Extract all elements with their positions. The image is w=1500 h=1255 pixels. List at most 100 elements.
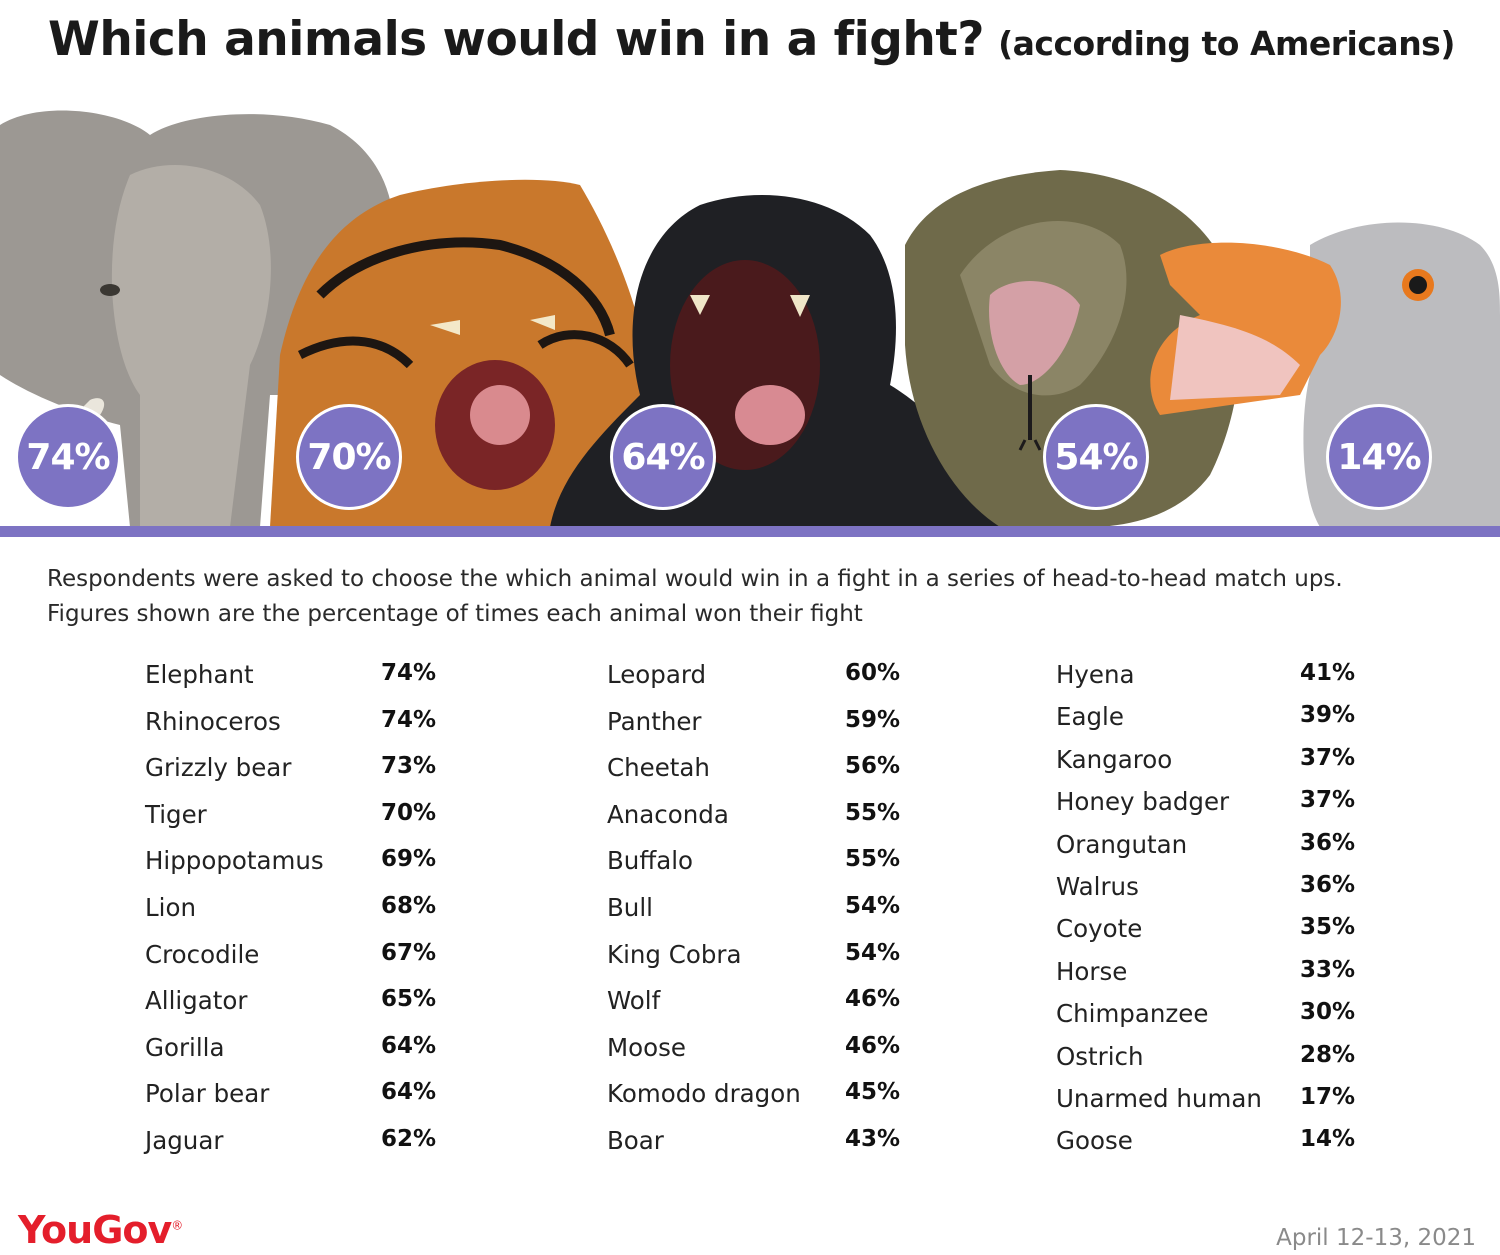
animal-name: Unarmed human [1056, 1084, 1262, 1113]
animal-name: Lion [145, 893, 196, 922]
result-row: Grizzly bear 73% [145, 753, 465, 787]
result-row: Honey badger 37% [1056, 787, 1376, 821]
animal-name: Eagle [1056, 702, 1124, 732]
animal-name: Rhinoceros [145, 706, 281, 736]
result-row: Lion 68% [145, 893, 465, 927]
win-percentage: 54% [845, 939, 901, 966]
result-row: Hippopotamus 69% [145, 846, 465, 880]
result-row: Cheetah 56% [607, 753, 927, 787]
animal-name: Hippopotamus [145, 846, 324, 876]
description-line-1: Respondents were asked to choose the whi… [47, 566, 1343, 592]
win-percentage: 67% [381, 939, 437, 966]
result-row: Eagle 39% [1056, 702, 1376, 736]
result-row: Komodo dragon 45% [607, 1079, 927, 1113]
result-row: Orangutan 36% [1056, 830, 1376, 864]
win-percentage: 56% [845, 753, 901, 780]
result-row: Moose 46% [607, 1033, 927, 1067]
win-percentage: 74% [381, 706, 437, 733]
animal-name: Panther [607, 706, 702, 736]
result-row: Wolf 46% [607, 986, 927, 1020]
yougov-logo: YouGov® [18, 1208, 183, 1252]
animal-name: Cheetah [607, 753, 710, 783]
animal-name: Buffalo [607, 846, 694, 876]
animal-name: Chimpanzee [1056, 999, 1209, 1029]
result-row: Walrus 36% [1056, 872, 1376, 906]
result-row: Rhinoceros 74% [145, 707, 465, 741]
elephant-image [0, 110, 394, 527]
badge-elephant: 74% [15, 404, 121, 510]
result-row: Coyote 35% [1056, 914, 1376, 948]
animal-name: Hyena [1056, 660, 1135, 689]
win-percentage: 64% [381, 1079, 437, 1106]
animal-name: King Cobra [607, 939, 742, 969]
win-percentage: 37% [1300, 787, 1356, 814]
result-row: Kangaroo 37% [1056, 745, 1376, 779]
result-row: Boar 43% [607, 1126, 927, 1160]
animal-name: Komodo dragon [607, 1079, 801, 1109]
win-percentage: 55% [845, 799, 901, 826]
win-percentage: 43% [845, 1126, 901, 1152]
result-row: Tiger 70% [145, 800, 465, 834]
win-percentage: 14% [1300, 1126, 1356, 1153]
result-row: Elephant 74% [145, 660, 465, 694]
animal-name: Bull [607, 893, 653, 922]
win-percentage: 73% [381, 753, 437, 780]
animal-name: Orangutan [1056, 829, 1188, 859]
description-line-2: Figures shown are the percentage of time… [47, 601, 863, 627]
win-percentage: 37% [1300, 744, 1356, 771]
page-title: Which animals would win in a fight? (acco… [48, 12, 1455, 72]
hero-animal-images: 74% 70% 64% 54% 14% [0, 95, 1500, 527]
result-row: Leopard 60% [607, 660, 927, 694]
win-percentage: 54% [845, 893, 901, 919]
result-row: Buffalo 55% [607, 846, 927, 880]
animal-name: Alligator [145, 986, 248, 1016]
animal-name: Crocodile [145, 939, 260, 969]
result-row: Crocodile 67% [145, 940, 465, 974]
win-percentage: 46% [845, 986, 901, 1013]
win-percentage: 41% [1300, 660, 1356, 686]
win-percentage: 64% [381, 1032, 437, 1059]
win-percentage: 70% [381, 799, 437, 826]
win-percentage: 30% [1300, 999, 1356, 1026]
animal-name: Boar [607, 1126, 664, 1155]
win-percentage: 65% [381, 986, 437, 1013]
description: Respondents were asked to choose the whi… [47, 562, 1467, 632]
logo-registered-mark: ® [171, 1218, 183, 1233]
result-row: King Cobra 54% [607, 940, 927, 974]
win-percentage: 17% [1300, 1084, 1356, 1110]
win-percentage: 39% [1300, 702, 1356, 729]
animal-name: Leopard [607, 660, 707, 689]
win-percentage: 33% [1300, 956, 1356, 983]
result-row: Gorilla 64% [145, 1033, 465, 1067]
animal-name: Grizzly bear [145, 753, 292, 783]
animal-name: Gorilla [145, 1032, 225, 1062]
animal-name: Kangaroo [1056, 744, 1173, 774]
animal-name: Moose [607, 1032, 686, 1062]
win-percentage: 59% [845, 706, 901, 733]
result-row: Jaguar 62% [145, 1126, 465, 1160]
animal-name: Coyote [1056, 914, 1143, 944]
title-main: Which animals would win in a fight? [48, 12, 985, 67]
animal-name: Ostrich [1056, 1041, 1144, 1071]
animal-name: Horse [1056, 956, 1128, 986]
win-percentage: 36% [1300, 872, 1356, 898]
animal-name: Honey badger [1056, 787, 1230, 817]
king-cobra-image [905, 170, 1241, 527]
result-row: Panther 59% [607, 707, 927, 741]
result-row: Polar bear 64% [145, 1079, 465, 1113]
animal-name: Polar bear [145, 1079, 270, 1109]
win-percentage: 45% [845, 1079, 901, 1106]
divider-bar [0, 526, 1500, 537]
result-row: Unarmed human 17% [1056, 1084, 1376, 1118]
survey-date: April 12-13, 2021 [1276, 1225, 1476, 1251]
win-percentage: 28% [1300, 1041, 1356, 1068]
logo-text: YouGov [18, 1208, 172, 1252]
win-percentage: 46% [845, 1032, 901, 1059]
result-row: Anaconda 55% [607, 800, 927, 834]
animal-name: Tiger [145, 799, 207, 829]
win-percentage: 62% [381, 1126, 437, 1152]
animal-name: Elephant [145, 660, 254, 689]
hero-illustration [0, 110, 1500, 527]
badge-king-cobra: 54% [1043, 404, 1149, 510]
win-percentage: 74% [381, 660, 437, 686]
